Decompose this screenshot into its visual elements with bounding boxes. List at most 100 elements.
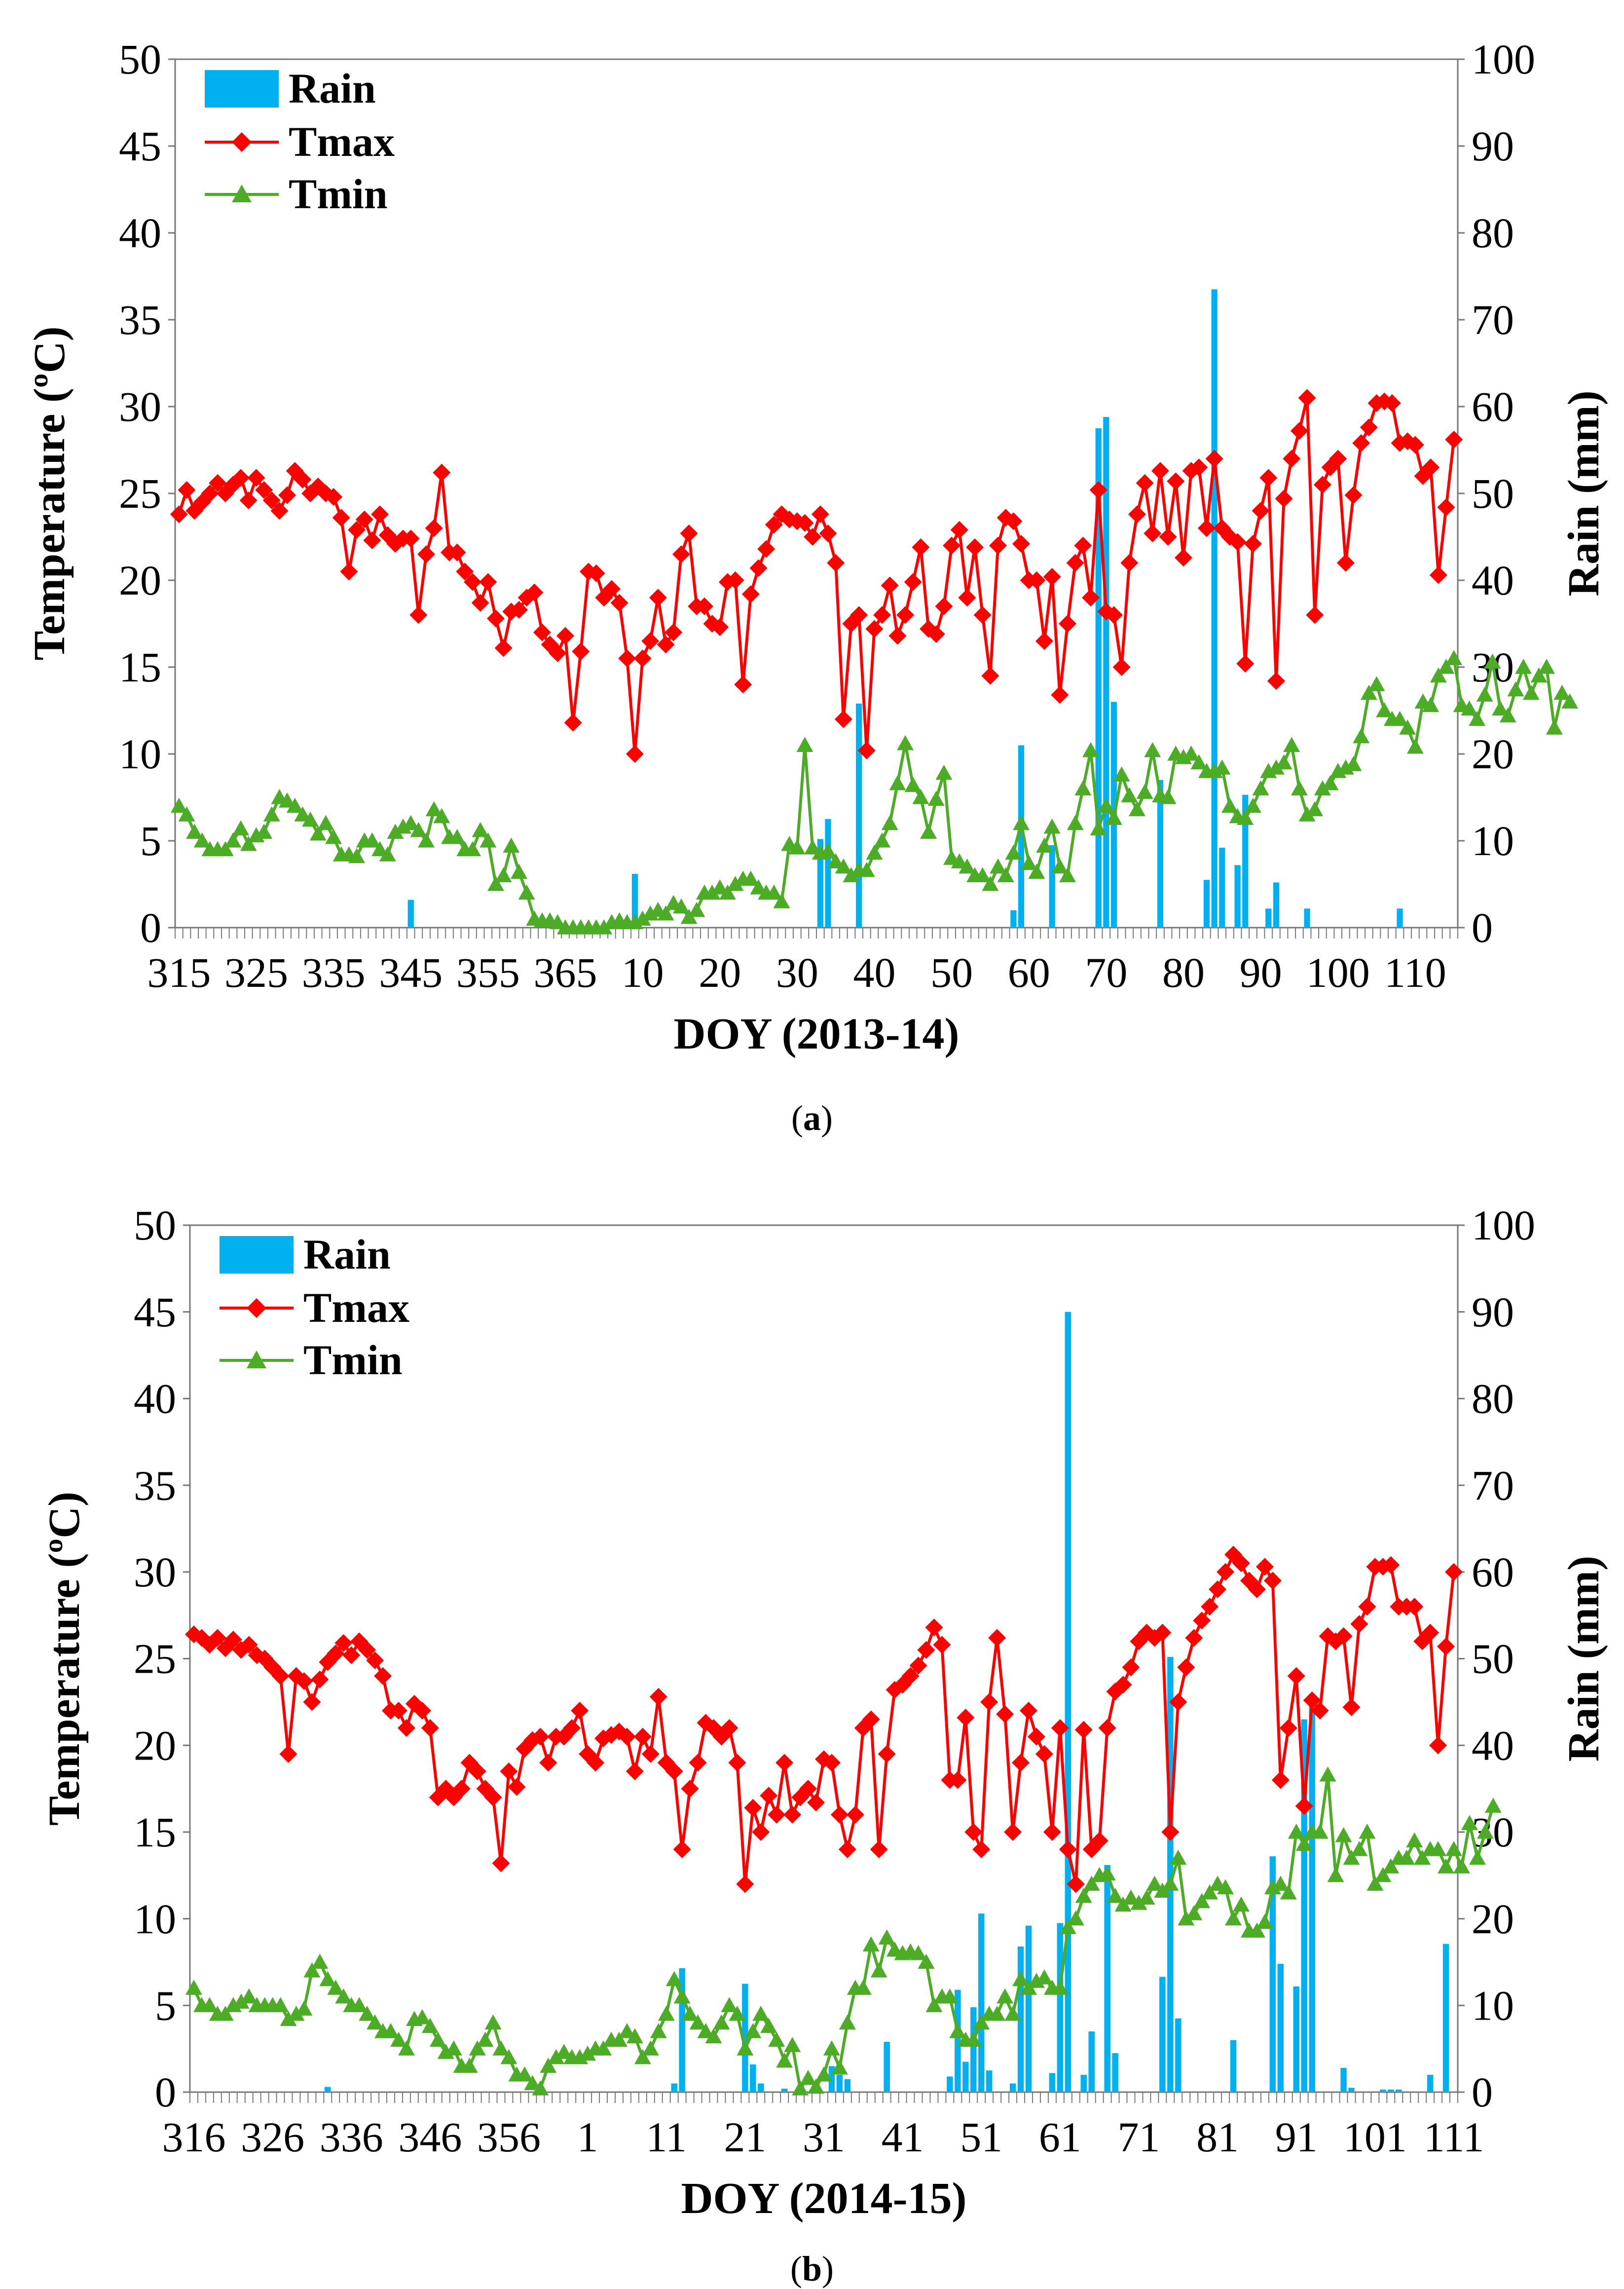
tmax-point bbox=[1298, 389, 1316, 407]
tmax-point bbox=[896, 606, 915, 624]
y-tick-label: 0 bbox=[155, 2068, 176, 2116]
tmin-point bbox=[1484, 653, 1501, 669]
tmax-point bbox=[1209, 1580, 1227, 1598]
tmin-point bbox=[711, 879, 729, 895]
tmin-point bbox=[703, 884, 721, 900]
rain-bar bbox=[884, 2042, 890, 2092]
tmin-point bbox=[626, 2028, 643, 2044]
y-tick-label: 25 bbox=[119, 470, 161, 517]
rain-bar bbox=[758, 2083, 764, 2092]
tmin-point bbox=[335, 1988, 352, 2004]
tmin-point bbox=[1162, 1876, 1179, 1891]
tmin-point bbox=[1201, 1884, 1218, 1900]
rain-bar bbox=[836, 2074, 843, 2092]
tmin-point bbox=[595, 2040, 612, 2056]
tmax-point bbox=[618, 649, 636, 668]
tmax-point bbox=[626, 1762, 644, 1780]
legend-rain-label: Rain bbox=[303, 1231, 391, 1278]
tmax-point bbox=[456, 563, 474, 581]
tmin-point bbox=[1530, 667, 1548, 683]
tmax-point bbox=[464, 573, 482, 591]
tmin-point bbox=[1248, 1922, 1265, 1938]
x-tick-label: 336 bbox=[320, 2113, 383, 2161]
tmax-point bbox=[673, 1840, 691, 1859]
tmax-point bbox=[804, 528, 822, 546]
tmax-point bbox=[556, 627, 574, 645]
rain-bar bbox=[844, 2079, 851, 2092]
tmin-point bbox=[1438, 659, 1455, 674]
tmax-point bbox=[1074, 536, 1092, 555]
x-axis-title: DOY (2014-15) bbox=[681, 2174, 966, 2223]
tmin-point bbox=[721, 1997, 738, 2012]
x-tick-label: 51 bbox=[960, 2113, 1002, 2161]
tmin-point bbox=[387, 824, 404, 839]
rain-bar bbox=[1309, 1705, 1315, 2092]
tmax-point bbox=[479, 573, 497, 591]
tmin-point bbox=[927, 790, 945, 806]
tmax-point bbox=[1303, 1691, 1321, 1709]
tmax-point bbox=[917, 1641, 935, 1659]
tmax-point bbox=[1437, 498, 1455, 517]
rain-bar bbox=[978, 1914, 985, 2092]
tmin-point bbox=[719, 884, 736, 900]
tmax-point bbox=[1271, 1771, 1290, 1789]
tmin-point bbox=[912, 789, 929, 804]
tmin-point bbox=[1012, 1971, 1030, 1987]
tmin-point bbox=[1306, 801, 1324, 817]
tmin-point bbox=[1178, 1910, 1195, 1926]
tmin-point bbox=[201, 1997, 218, 2012]
tmax-point bbox=[208, 1629, 226, 1647]
tmax-point bbox=[822, 1754, 841, 1772]
tmin-point bbox=[989, 2005, 1006, 2021]
tmax-point bbox=[1334, 1627, 1353, 1645]
tmax-point bbox=[1275, 489, 1293, 508]
tmin-point bbox=[910, 1945, 927, 1960]
tmin-point bbox=[819, 843, 837, 858]
rain-bar bbox=[1273, 882, 1280, 928]
tmin-point bbox=[495, 867, 512, 882]
tmin-point bbox=[768, 2031, 785, 2047]
tmax-point bbox=[1004, 512, 1023, 530]
tmax-point bbox=[649, 1688, 667, 1706]
x-tick-label: 101 bbox=[1343, 2113, 1407, 2161]
rain-bar bbox=[1088, 2031, 1095, 2092]
tmin-point bbox=[642, 2040, 659, 2056]
tmax-point bbox=[334, 1634, 353, 1652]
tmax-point bbox=[1090, 1832, 1108, 1850]
tmin-point bbox=[974, 867, 991, 882]
tmax-point bbox=[508, 1778, 526, 1796]
tmax-point bbox=[870, 1840, 888, 1859]
tmax-point bbox=[170, 505, 188, 524]
tmin-point bbox=[279, 792, 296, 808]
tmin-point bbox=[170, 797, 187, 813]
tmin-point bbox=[186, 824, 203, 839]
tmin-point bbox=[1113, 766, 1130, 782]
tmin-point bbox=[256, 824, 273, 839]
tmin-point bbox=[1190, 754, 1208, 770]
tmin-point bbox=[487, 876, 504, 891]
tmax-point bbox=[665, 1762, 683, 1780]
tmax-series-line bbox=[177, 397, 1456, 754]
tmax-point bbox=[1311, 1701, 1329, 1720]
tmax-point bbox=[1043, 1823, 1061, 1841]
tmin-point bbox=[688, 901, 705, 917]
tmax-point bbox=[1421, 1623, 1439, 1642]
tmax-point bbox=[689, 1754, 707, 1772]
tmax-point bbox=[996, 1705, 1014, 1723]
rain-bar bbox=[856, 703, 862, 928]
tmin-point bbox=[359, 2005, 376, 2021]
tmax-point bbox=[1120, 554, 1139, 572]
tmin-point bbox=[1185, 1905, 1203, 1920]
y2-tick-label: 20 bbox=[1472, 730, 1514, 778]
tmin-point bbox=[1374, 1867, 1392, 1882]
tmin-point bbox=[1399, 719, 1416, 735]
y-tick-label: 50 bbox=[119, 36, 161, 83]
tmin-point bbox=[480, 832, 497, 848]
tmax-point bbox=[390, 1701, 408, 1720]
tmax-point bbox=[294, 470, 312, 488]
tmax-point bbox=[471, 594, 489, 612]
tmin-point bbox=[681, 2005, 699, 2021]
y2-tick-label: 70 bbox=[1472, 296, 1514, 343]
tmin-point bbox=[240, 1988, 258, 2004]
tmax-point bbox=[563, 1719, 581, 1737]
